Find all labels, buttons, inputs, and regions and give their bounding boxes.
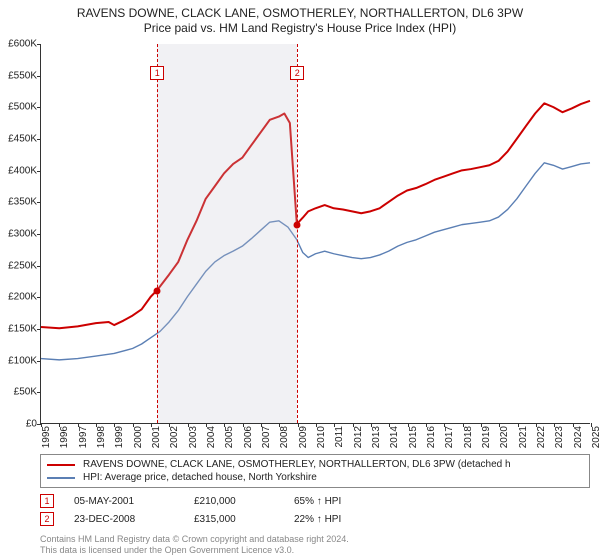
footer-line-1: Contains HM Land Registry data © Crown c… xyxy=(40,534,349,545)
sale-row-flag: 2 xyxy=(40,512,54,526)
y-axis-label: £150K xyxy=(1,324,37,335)
x-axis-label: 2012 xyxy=(353,426,364,448)
x-axis-label: 2013 xyxy=(371,426,382,448)
series-line xyxy=(41,101,590,328)
x-axis-label: 2018 xyxy=(463,426,474,448)
x-axis-label: 2021 xyxy=(518,426,529,448)
x-axis-label: 1995 xyxy=(41,426,52,448)
y-axis-label: £250K xyxy=(1,260,37,271)
x-axis-label: 2025 xyxy=(591,426,600,448)
y-axis-label: £350K xyxy=(1,197,37,208)
sale-diff: 22% ↑ HPI xyxy=(294,514,394,525)
y-axis-label: £50K xyxy=(1,387,37,398)
x-axis-label: 2010 xyxy=(316,426,327,448)
sale-marker xyxy=(294,221,301,228)
legend-label: RAVENS DOWNE, CLACK LANE, OSMOTHERLEY, N… xyxy=(83,459,511,470)
x-axis-label: 2009 xyxy=(298,426,309,448)
ownership-band xyxy=(157,44,297,423)
x-axis-label: 1998 xyxy=(96,426,107,448)
sale-price: £315,000 xyxy=(194,514,294,525)
x-axis-label: 1997 xyxy=(78,426,89,448)
x-axis-label: 2003 xyxy=(188,426,199,448)
x-axis-label: 2000 xyxy=(133,426,144,448)
chart-area: £0£50K£100K£150K£200K£250K£300K£350K£400… xyxy=(40,44,590,424)
sale-row: 2 23-DEC-2008£315,00022% ↑ HPI xyxy=(40,510,590,528)
y-axis-label: £0 xyxy=(1,419,37,430)
x-axis-label: 2006 xyxy=(243,426,254,448)
sale-date: 05-MAY-2001 xyxy=(74,496,194,507)
legend-swatch xyxy=(47,464,75,466)
y-axis-label: £100K xyxy=(1,355,37,366)
sale-row-flag: 1 xyxy=(40,494,54,508)
legend-item: HPI: Average price, detached house, Nort… xyxy=(47,471,583,484)
y-axis-label: £300K xyxy=(1,229,37,240)
x-axis-label: 2002 xyxy=(169,426,180,448)
sale-plotline xyxy=(297,44,298,423)
footer-line-2: This data is licensed under the Open Gov… xyxy=(40,545,349,556)
chart-svg xyxy=(41,44,590,423)
series-line xyxy=(41,163,590,360)
y-axis-label: £450K xyxy=(1,134,37,145)
x-axis-label: 2023 xyxy=(554,426,565,448)
sales-table: 1 05-MAY-2001£210,00065% ↑ HPI 2 23-DEC-200… xyxy=(40,492,590,528)
chart-subtitle: Price paid vs. HM Land Registry's House … xyxy=(0,21,600,35)
y-axis-label: £500K xyxy=(1,102,37,113)
sale-plotline xyxy=(157,44,158,423)
y-axis-label: £200K xyxy=(1,292,37,303)
sale-price: £210,000 xyxy=(194,496,294,507)
legend-item: RAVENS DOWNE, CLACK LANE, OSMOTHERLEY, N… xyxy=(47,458,583,471)
sale-flag: 2 xyxy=(290,66,304,80)
footer-attribution: Contains HM Land Registry data © Crown c… xyxy=(40,534,349,557)
sale-flag: 1 xyxy=(150,66,164,80)
x-axis-label: 2014 xyxy=(389,426,400,448)
sale-date: 23-DEC-2008 xyxy=(74,514,194,525)
y-axis-label: £400K xyxy=(1,165,37,176)
x-axis-label: 2005 xyxy=(224,426,235,448)
x-axis-label: 2020 xyxy=(499,426,510,448)
sale-row: 1 05-MAY-2001£210,00065% ↑ HPI xyxy=(40,492,590,510)
x-axis-label: 2017 xyxy=(444,426,455,448)
legend-label: HPI: Average price, detached house, Nort… xyxy=(83,472,317,483)
x-axis-label: 1999 xyxy=(114,426,125,448)
x-axis-label: 2008 xyxy=(279,426,290,448)
y-axis-label: £600K xyxy=(1,39,37,50)
sale-diff: 65% ↑ HPI xyxy=(294,496,394,507)
x-axis-label: 2001 xyxy=(151,426,162,448)
legend: RAVENS DOWNE, CLACK LANE, OSMOTHERLEY, N… xyxy=(40,454,590,488)
legend-swatch xyxy=(47,477,75,479)
x-axis-label: 2004 xyxy=(206,426,217,448)
chart-title: RAVENS DOWNE, CLACK LANE, OSMOTHERLEY, N… xyxy=(0,0,600,20)
sale-marker xyxy=(154,288,161,295)
x-axis-label: 2016 xyxy=(426,426,437,448)
x-axis-label: 2024 xyxy=(573,426,584,448)
x-axis-label: 2015 xyxy=(408,426,419,448)
x-axis-label: 2007 xyxy=(261,426,272,448)
x-axis-label: 1996 xyxy=(59,426,70,448)
x-axis-label: 2019 xyxy=(481,426,492,448)
x-axis-label: 2022 xyxy=(536,426,547,448)
y-axis-label: £550K xyxy=(1,70,37,81)
x-axis-label: 2011 xyxy=(334,426,345,448)
